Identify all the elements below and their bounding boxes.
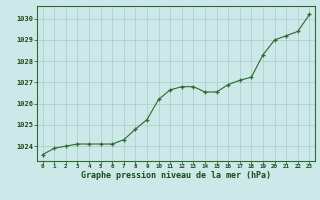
X-axis label: Graphe pression niveau de la mer (hPa): Graphe pression niveau de la mer (hPa) bbox=[81, 171, 271, 180]
